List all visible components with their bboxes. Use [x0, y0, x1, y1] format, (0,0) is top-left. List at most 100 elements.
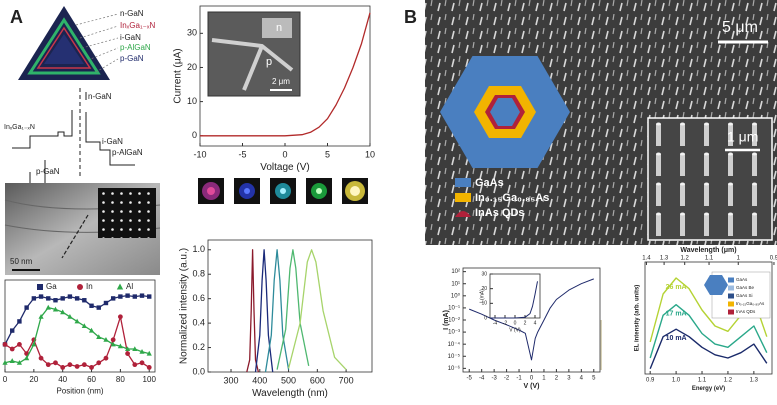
x-tick-label: 1 — [542, 376, 546, 382]
legend-swatch — [728, 285, 734, 291]
y-tick-label: 20 — [481, 286, 487, 292]
legend-swatch — [728, 301, 734, 307]
data-point — [38, 294, 44, 299]
x-tick-label: 2 — [524, 320, 527, 326]
data-point — [88, 327, 95, 333]
x-tick-label: 80 — [116, 375, 125, 384]
data-point — [67, 314, 73, 319]
data-point — [103, 300, 109, 306]
data-line — [287, 249, 347, 371]
data-point — [89, 365, 94, 370]
y-tick-label: 10⁻¹ — [448, 305, 460, 311]
x-tick-label: 20 — [29, 375, 38, 384]
x-tick-label: 0 — [3, 375, 8, 384]
legend-swatch — [728, 309, 734, 315]
x-tick-label: 400 — [252, 375, 267, 385]
legend-hexagon — [704, 275, 728, 295]
x-tick-label: -3 — [491, 376, 497, 382]
layer-label: p-AlGaN — [120, 43, 151, 52]
data-line — [264, 249, 290, 373]
x-tick-label: -4 — [493, 320, 498, 326]
x-tick-label: -10 — [193, 149, 206, 159]
data-point — [132, 362, 138, 368]
data-point — [125, 293, 130, 298]
structure-triangle — [18, 6, 119, 80]
data-line — [200, 12, 371, 137]
data-line — [469, 278, 594, 361]
x-tick-label: 1.3 — [750, 378, 759, 384]
y-tick-label: 10⁻⁶ — [448, 365, 461, 372]
x-axis-label: V (V) — [524, 383, 540, 390]
x2-tick-label: 1.3 — [660, 255, 669, 261]
tem-image — [4, 183, 161, 275]
data-point — [9, 346, 15, 352]
y-tick-label: 0 — [484, 315, 487, 321]
x-tick-label: 10 — [365, 149, 375, 159]
data-point — [139, 293, 145, 298]
x-tick-label: -5 — [238, 149, 246, 159]
band-label: InₓGa₁₋ₓN — [4, 124, 35, 131]
data-line — [246, 249, 260, 373]
data-point — [110, 337, 116, 343]
data-point — [146, 350, 152, 356]
band-label: i-GaN — [102, 137, 123, 146]
legend-marker — [77, 284, 83, 290]
y-tick-label: 0.8 — [192, 269, 205, 279]
data-point — [103, 355, 109, 361]
data-point — [117, 314, 123, 320]
panel-label: B — [404, 7, 417, 27]
legend-label: Al — [126, 282, 133, 291]
x-tick-label: 4 — [580, 376, 584, 382]
band-label: p-AlGaN — [112, 148, 143, 157]
y-axis-label: I (mA) — [443, 310, 450, 330]
y-axis-label: Normalized intensity (a.u.) — [179, 248, 190, 364]
legend-label: In — [86, 282, 93, 291]
data-point — [45, 304, 51, 310]
layer-label: i-GaN — [120, 33, 141, 42]
y-tick-label: 10 — [187, 96, 197, 106]
x-axis-label: Wavelength (nm) — [252, 388, 328, 399]
legend-label: In₀.₁₅Ga₀.₈₅As — [736, 301, 765, 306]
x-tick-label: 40 — [58, 375, 67, 384]
data-point — [103, 337, 109, 342]
y-axis-label: I (mA) — [479, 289, 485, 303]
x-tick-label: -2 — [504, 376, 510, 382]
band-label: p-GaN — [36, 167, 60, 176]
x-tick-label: 700 — [339, 375, 354, 385]
data-point — [2, 360, 8, 365]
data-point — [60, 365, 66, 370]
y-tick-label: 0.4 — [192, 317, 205, 327]
plot-frame — [489, 273, 541, 319]
scale-bar-label: 50 nm — [10, 257, 33, 266]
series-label: 10 mA — [666, 335, 687, 342]
data-point — [60, 296, 65, 301]
y-tick-label: 30 — [187, 28, 197, 38]
layer-label: InₓGa₁₋ₓN — [120, 21, 156, 30]
data-point — [60, 309, 66, 315]
band-label: n-GaN — [88, 92, 112, 101]
legend-label: InAs QDs — [736, 309, 756, 314]
data-point — [139, 360, 145, 366]
x-axis-label: Voltage (V) — [260, 162, 309, 173]
series-label: 17 mA — [666, 311, 687, 318]
legend-label: Ga — [46, 282, 57, 291]
y-tick-label: 0.2 — [192, 342, 205, 352]
x-tick-label: 500 — [281, 375, 296, 385]
data-point — [96, 305, 101, 310]
y-tick-label: 30 — [481, 271, 487, 277]
data-line — [490, 281, 538, 319]
y-tick-label: 10⁻³ — [448, 330, 460, 336]
x-tick-label: 2 — [555, 376, 559, 382]
y-tick-label: 1.0 — [192, 244, 205, 254]
data-point — [81, 323, 87, 328]
x-tick-label: 600 — [310, 375, 325, 385]
y-tick-label: 10¹ — [451, 281, 460, 287]
led-images — [198, 178, 368, 204]
x-tick-label: -1 — [516, 376, 522, 382]
sem-image — [425, 0, 777, 245]
y-tick-label: 10² — [451, 269, 460, 275]
data-point — [31, 296, 37, 301]
data-point — [38, 314, 44, 319]
x2-tick-label: 0.9 — [770, 255, 777, 261]
